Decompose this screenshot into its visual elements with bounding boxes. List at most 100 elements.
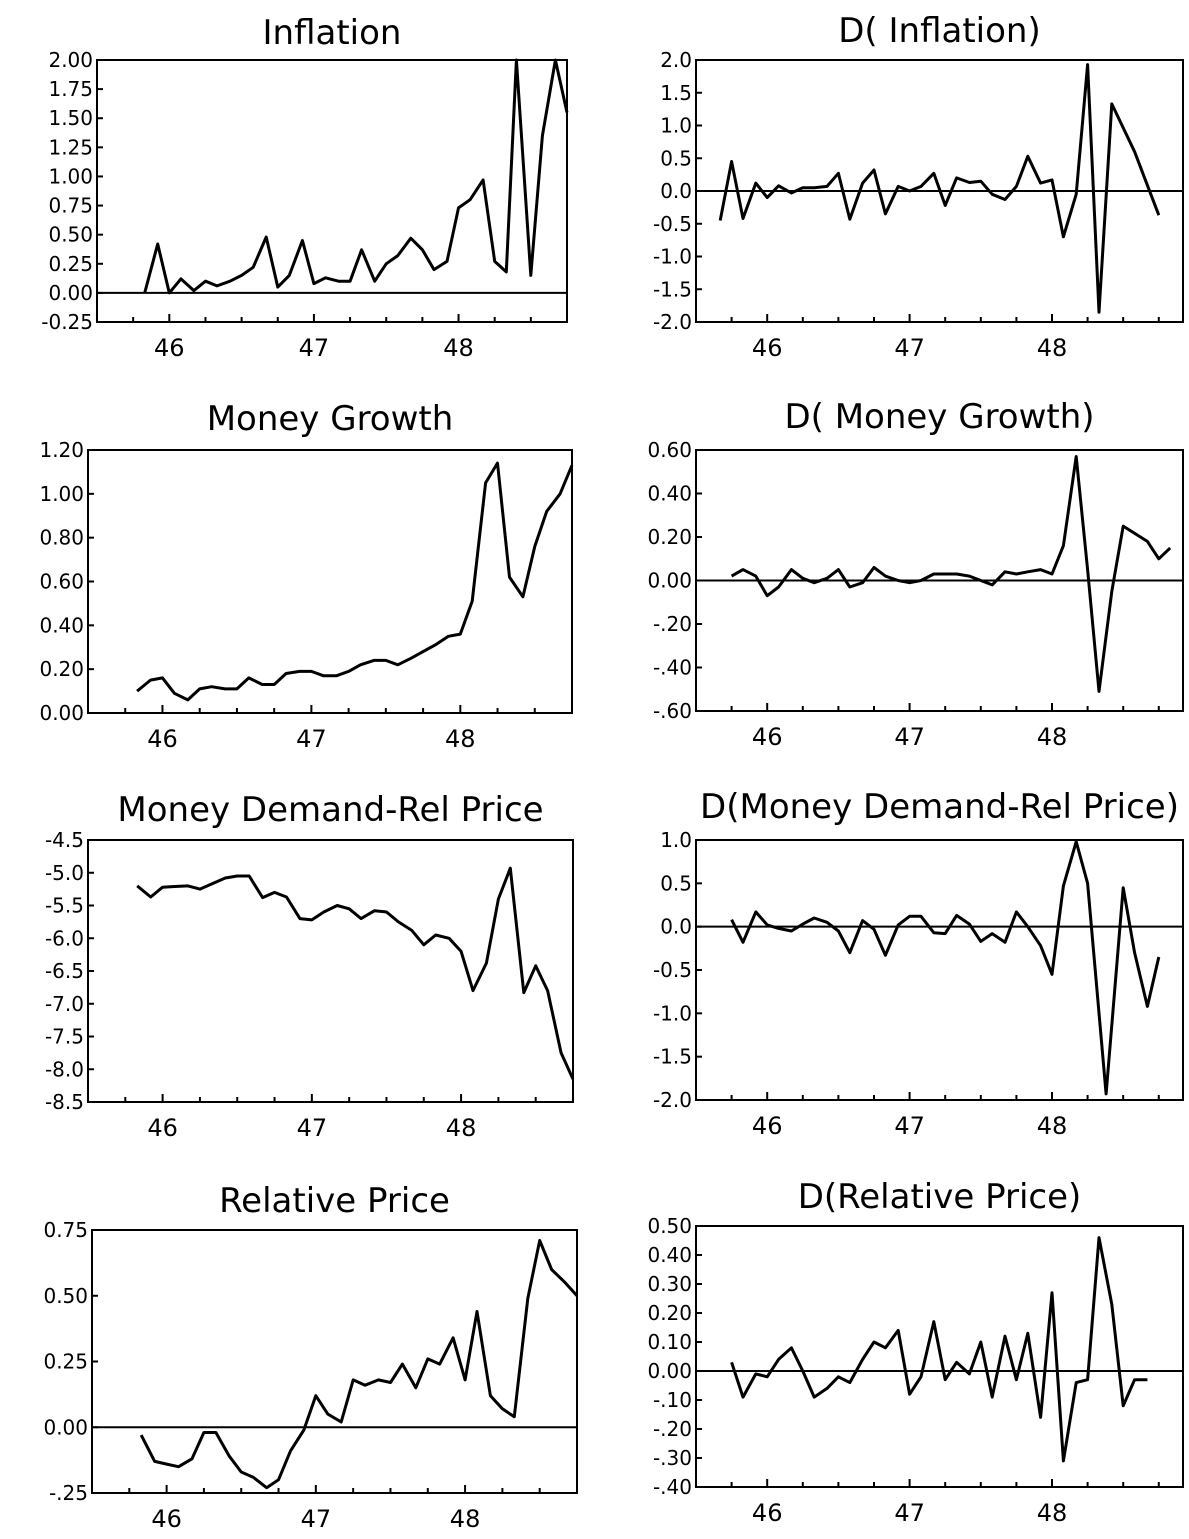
y-tick-label: -.30 <box>653 1446 692 1470</box>
x-tick-label: 47 <box>894 334 925 362</box>
series-line <box>730 840 1161 1096</box>
y-tick-label: 0.20 <box>39 657 84 681</box>
y-tick-label: 0.50 <box>43 1284 88 1308</box>
y-tick-label: 0.75 <box>43 1218 88 1242</box>
plot-frame <box>96 59 568 323</box>
y-tick-label: 1.0 <box>660 114 692 138</box>
y-tick-label: -8.0 <box>45 1057 84 1081</box>
chart-title: D(Relative Price) <box>798 1177 1082 1217</box>
x-tick-label: 48 <box>450 1505 481 1533</box>
y-tick-label: 0.10 <box>647 1330 692 1354</box>
y-tick-label: 1.50 <box>48 106 93 130</box>
x-tick-label: 48 <box>445 725 476 753</box>
y-tick-label: 1.0 <box>660 828 692 852</box>
y-tick-label: 0.60 <box>647 438 692 462</box>
x-tick-label: 46 <box>151 1505 182 1533</box>
y-tick-label: 1.75 <box>48 77 93 101</box>
y-tick-label: -0.25 <box>41 310 93 334</box>
y-tick-label: 0.40 <box>39 613 84 637</box>
x-tick-label: 48 <box>1037 1112 1068 1140</box>
x-tick-label: 47 <box>301 1505 332 1533</box>
y-tick-label: -6.0 <box>45 926 84 950</box>
chart-panel-5: Money Demand-Rel Price -4.5 -5.0 -5.5 -6.0 -6… <box>45 790 575 1142</box>
x-tick-label: 47 <box>894 1112 925 1140</box>
series-line <box>136 461 574 702</box>
x-tick-label: 47 <box>894 1499 925 1527</box>
y-tick-label: 0.0 <box>660 179 692 203</box>
y-tick-label: 1.25 <box>48 135 93 159</box>
chart-title: Inflation <box>263 13 402 53</box>
y-tick-label: 0.40 <box>647 482 692 506</box>
y-tick-label: -8.5 <box>45 1090 84 1114</box>
y-tick-label: 0.00 <box>48 281 93 305</box>
y-tick-label: 1.20 <box>39 438 84 462</box>
y-tick-label: 0.40 <box>647 1243 692 1267</box>
y-tick-label: -4.5 <box>45 828 84 852</box>
plot-frame <box>695 1225 1184 1488</box>
x-tick-label: 48 <box>446 1114 477 1142</box>
y-tick-label: -0.5 <box>653 212 692 236</box>
series-line <box>143 58 569 295</box>
x-tick-label: 46 <box>147 725 178 753</box>
chart-title: D( Money Growth) <box>784 397 1094 437</box>
y-tick-label: 0.50 <box>647 1214 692 1238</box>
y-tick-label: -7.5 <box>45 1025 84 1049</box>
x-tick-label: 46 <box>752 1499 783 1527</box>
y-tick-label: 0.20 <box>647 1301 692 1325</box>
chart-panel-7: Relative Price 0.75 0.50 0.25 0.00 -.25 46 47 48 <box>43 1181 579 1533</box>
x-tick-label: 48 <box>1037 334 1068 362</box>
x-tick-label: 46 <box>154 334 185 362</box>
y-tick-label: 1.5 <box>660 81 692 105</box>
y-tick-label: -1.5 <box>653 277 692 301</box>
y-tick-label: -0.5 <box>653 958 692 982</box>
y-tick-label: 0.50 <box>48 223 93 247</box>
y-tick-label: -2.0 <box>653 310 692 334</box>
y-tick-label: -.40 <box>653 1475 692 1499</box>
y-tick-label: 0.60 <box>39 570 84 594</box>
y-tick-label: 2.00 <box>48 48 93 72</box>
series-line <box>718 63 1161 314</box>
y-tick-label: -.25 <box>49 1481 88 1505</box>
x-tick-label: 46 <box>752 334 783 362</box>
chart-panel-8: D(Relative Price) 0.50 0.40 0.30 0.20 0.10 0.0… <box>647 1177 1184 1527</box>
series-line <box>730 455 1172 693</box>
y-tick-label: -6.5 <box>45 959 84 983</box>
y-tick-label: 0.00 <box>39 701 84 725</box>
chart-panel-6: D(Money Demand-Rel Price) 1.0 0.5 0.0 -0.5 -1… <box>653 787 1184 1140</box>
y-tick-label: -2.0 <box>653 1088 692 1112</box>
series-line <box>139 1239 579 1490</box>
y-tick-label: 1.00 <box>48 164 93 188</box>
y-tick-label: -.60 <box>653 699 692 723</box>
chart-panel-3: Money Growth 1.20 1.00 0.80 0.60 0.40 0.20 0.00… <box>39 399 574 753</box>
series-line <box>136 866 575 1080</box>
y-tick-label: 0.30 <box>647 1272 692 1296</box>
y-tick-label: -1.0 <box>653 245 692 269</box>
y-tick-label: 0.5 <box>660 146 692 170</box>
y-tick-label: 0.0 <box>660 915 692 939</box>
y-tick-label: -1.0 <box>653 1001 692 1025</box>
chart-panel-1: Inflation 2.00 1.75 1.50 1.25 1.00 0.75 0.50 0.2… <box>41 13 569 362</box>
y-tick-label: 0.20 <box>647 525 692 549</box>
chart-panel-4: D( Money Growth) 0.60 0.40 0.20 0.00 -.20 -.40… <box>647 397 1184 751</box>
x-tick-label: 46 <box>752 1112 783 1140</box>
y-tick-label: 0.25 <box>48 252 93 276</box>
y-tick-label: -5.0 <box>45 861 84 885</box>
x-tick-label: 47 <box>299 334 330 362</box>
x-tick-label: 48 <box>443 334 474 362</box>
x-tick-label: 46 <box>752 723 783 751</box>
x-tick-label: 47 <box>894 723 925 751</box>
x-tick-label: 47 <box>296 725 327 753</box>
y-tick-label: 0.75 <box>48 194 93 218</box>
chart-panel-2: D( Inflation) 2.0 1.5 1.0 0.5 0.0 -0.5 -1.0 -1.5… <box>653 11 1184 362</box>
x-tick-label: 48 <box>1037 1499 1068 1527</box>
y-tick-label: 0.00 <box>647 1359 692 1383</box>
y-tick-label: 0.5 <box>660 871 692 895</box>
y-tick-label: 0.80 <box>39 526 84 550</box>
y-tick-label: -7.0 <box>45 992 84 1016</box>
y-tick-label: -5.5 <box>45 894 84 918</box>
chart-title: D(Money Demand-Rel Price) <box>700 787 1179 827</box>
chart-title: Relative Price <box>219 1181 450 1221</box>
x-tick-label: 48 <box>1037 723 1068 751</box>
plot-frame <box>91 1229 578 1494</box>
